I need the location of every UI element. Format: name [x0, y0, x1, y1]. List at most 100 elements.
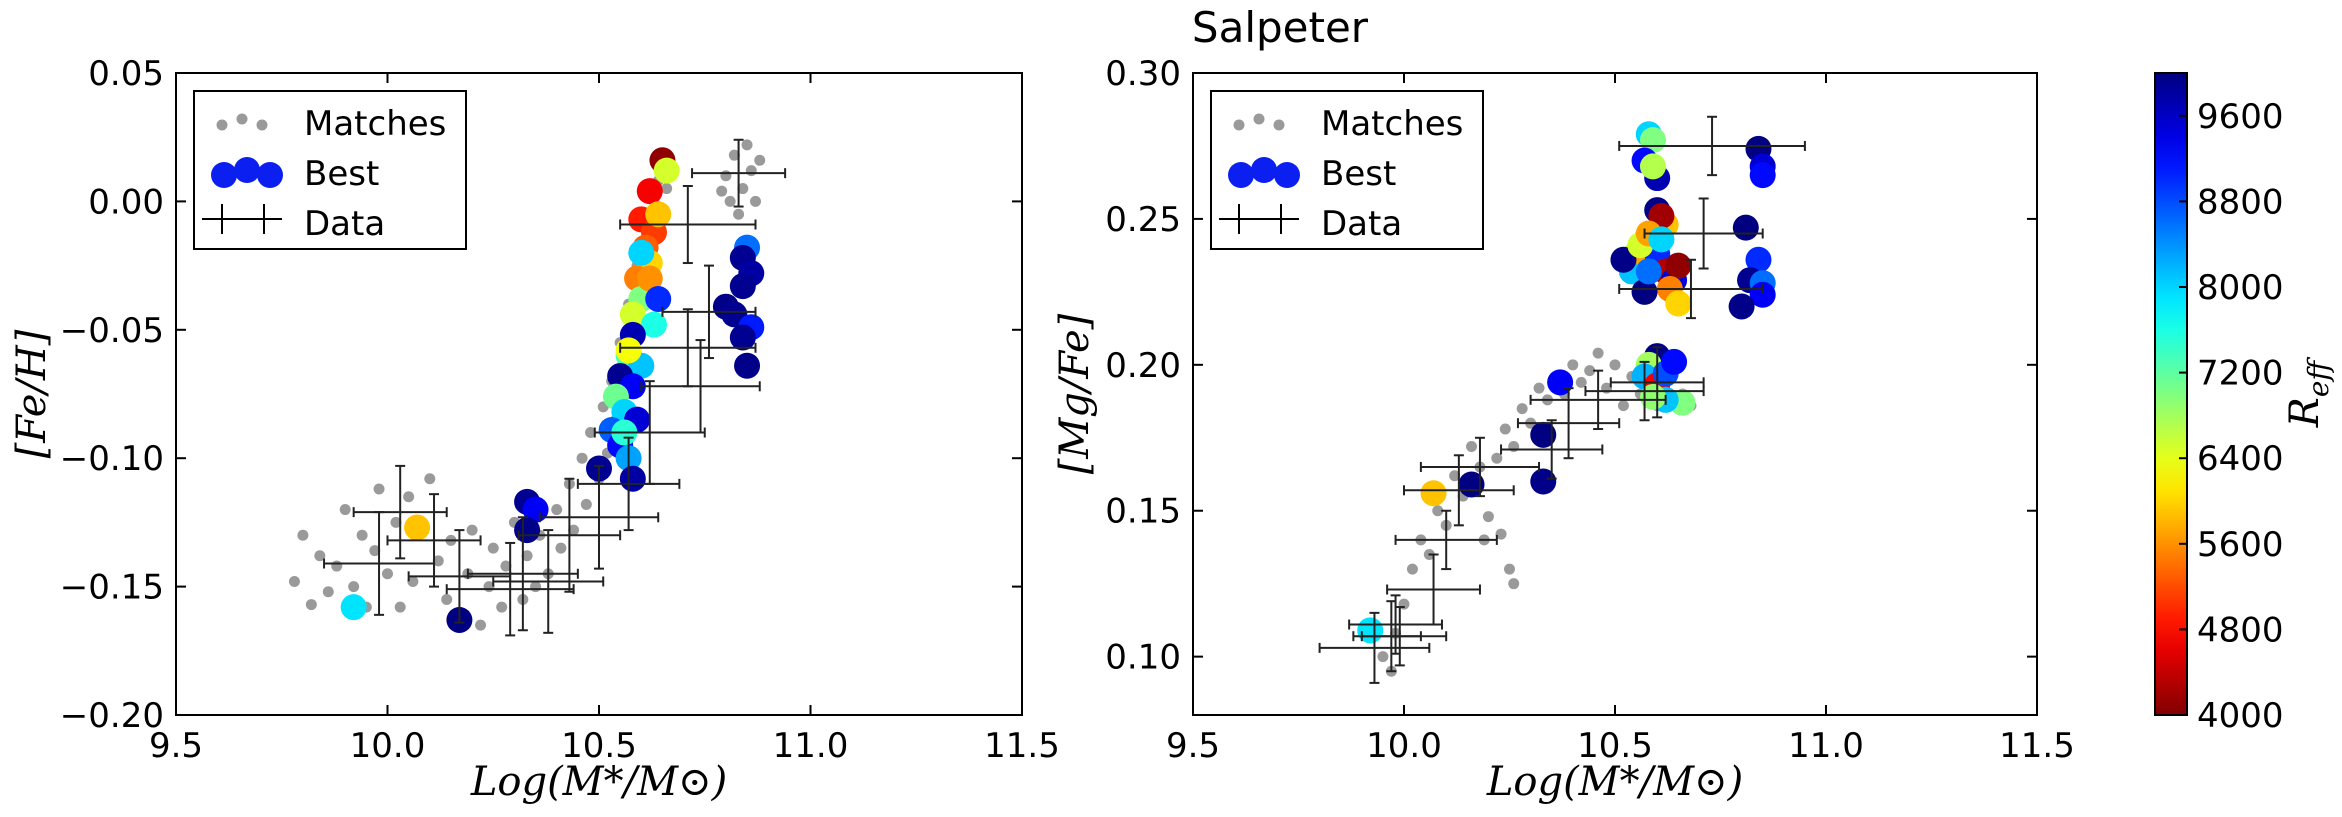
match-point — [466, 524, 478, 536]
best-point — [1665, 290, 1692, 317]
match-point — [1449, 470, 1461, 482]
match-point — [733, 208, 745, 220]
legend-label: Data — [1321, 204, 1402, 244]
data-errorbar — [619, 184, 757, 265]
match-point — [314, 550, 326, 562]
best-point — [1728, 293, 1755, 320]
left-panel: 9.5 10.0 10.5 11.0 11.5 0.05 0.00 −0.05 −0.10 −0.… — [9, 54, 1060, 805]
x-axis-label: Log(M*/M⊙) — [470, 759, 727, 805]
data-errorbar — [1529, 369, 1667, 431]
match-point — [551, 504, 563, 516]
y-tick-label: 0.05 — [88, 54, 164, 94]
match-point — [724, 195, 736, 207]
colorbar-gradient — [2154, 72, 2188, 716]
match-point — [305, 599, 317, 611]
best-point — [1631, 278, 1658, 305]
match-point — [331, 560, 343, 572]
match-point — [297, 529, 309, 541]
x-tick-label: 10.0 — [1366, 726, 1442, 766]
best-point — [514, 517, 541, 544]
match-point — [475, 619, 487, 631]
best-point — [619, 465, 646, 492]
match-point — [322, 586, 334, 598]
x-tick-label: 11.0 — [773, 726, 849, 766]
match-point — [1482, 511, 1494, 523]
colorbar-tick-label: 9600 — [2197, 97, 2284, 137]
y-tick-label: 0.30 — [1105, 54, 1181, 94]
legend-matches-marker — [236, 113, 248, 125]
match-point — [580, 498, 592, 510]
legend-best-marker — [211, 162, 237, 188]
colorbar: 4000 4800 5600 6400 7200 8000 8800 9600 Reff — [2154, 72, 2335, 736]
data-errorbar — [1419, 436, 1541, 498]
y-tick-label: −0.20 — [60, 696, 164, 736]
best-point — [729, 273, 756, 300]
data-errorbar — [576, 436, 681, 532]
right-panel: 9.5 10.0 10.5 11.0 11.5 0.30 0.25 0.20 0.15 0.10 L… — [1052, 54, 2075, 805]
match-point — [741, 139, 753, 151]
match-point — [1592, 347, 1604, 359]
data-errorbar — [352, 464, 448, 560]
data-errorbar — [1403, 454, 1515, 527]
best-point — [734, 352, 761, 379]
match-point — [1567, 359, 1579, 371]
match-point — [1617, 400, 1629, 412]
best-point — [1749, 162, 1776, 189]
match-point — [585, 427, 597, 439]
legend: Matches Best Data — [193, 90, 467, 250]
best-point — [729, 324, 756, 351]
best-point — [1665, 252, 1692, 279]
match-point — [555, 542, 567, 554]
y-tick-label: 0.15 — [1105, 492, 1181, 532]
best-point — [1420, 480, 1447, 507]
data-errorbar — [386, 493, 482, 588]
best-point — [636, 265, 663, 292]
x-tick-label: 9.5 — [1166, 726, 1220, 766]
y-tick-label: 0.10 — [1105, 638, 1181, 678]
colorbar-tick-label: 7200 — [2197, 354, 2284, 394]
colorbar-tick-label: 5600 — [2197, 525, 2284, 565]
legend-label: Matches — [304, 104, 446, 144]
match-point — [394, 601, 406, 613]
best-point — [636, 178, 663, 205]
data-errorbar — [445, 541, 575, 637]
match-point — [720, 170, 732, 182]
match-point — [1377, 651, 1389, 663]
y-tick-label: 0.00 — [88, 182, 164, 222]
match-point — [568, 524, 580, 536]
match-point — [750, 195, 762, 207]
match-point — [1495, 528, 1507, 540]
x-tick-label: 11.5 — [1999, 726, 2075, 766]
match-point — [754, 154, 766, 166]
match-point — [487, 542, 499, 554]
colorbar-tick-label: 8800 — [2197, 182, 2284, 222]
data-errorbar — [466, 516, 579, 632]
match-point — [521, 550, 533, 562]
match-point — [496, 601, 508, 613]
match-point — [339, 504, 351, 516]
data-errorbar — [1643, 197, 1764, 270]
best-point — [640, 311, 667, 338]
legend-matches-marker — [1233, 119, 1245, 131]
y-axis-label: [Mg/Fe] — [1052, 313, 1098, 474]
match-point — [500, 560, 512, 572]
match-point — [288, 575, 300, 587]
data-errorbar — [1516, 387, 1621, 460]
legend-matches-marker — [1253, 113, 1265, 125]
best-point — [404, 514, 431, 541]
best-point — [645, 285, 672, 312]
figure-title: Salpeter — [1192, 3, 1369, 52]
match-point — [1466, 441, 1478, 453]
x-axis-label: Log(M*/M⊙) — [1486, 759, 1743, 805]
legend: Matches Best Data — [1210, 90, 1484, 250]
match-point — [390, 516, 402, 528]
data-errorbar — [1618, 258, 1764, 320]
match-point — [530, 581, 542, 593]
data-errorbar — [1618, 115, 1806, 177]
data-errorbar — [323, 511, 436, 616]
data-errorbar — [661, 264, 757, 360]
match-point — [661, 183, 673, 195]
legend-data-marker — [1219, 204, 1299, 234]
y-tick-label: −0.10 — [60, 439, 164, 479]
match-point — [403, 491, 415, 503]
